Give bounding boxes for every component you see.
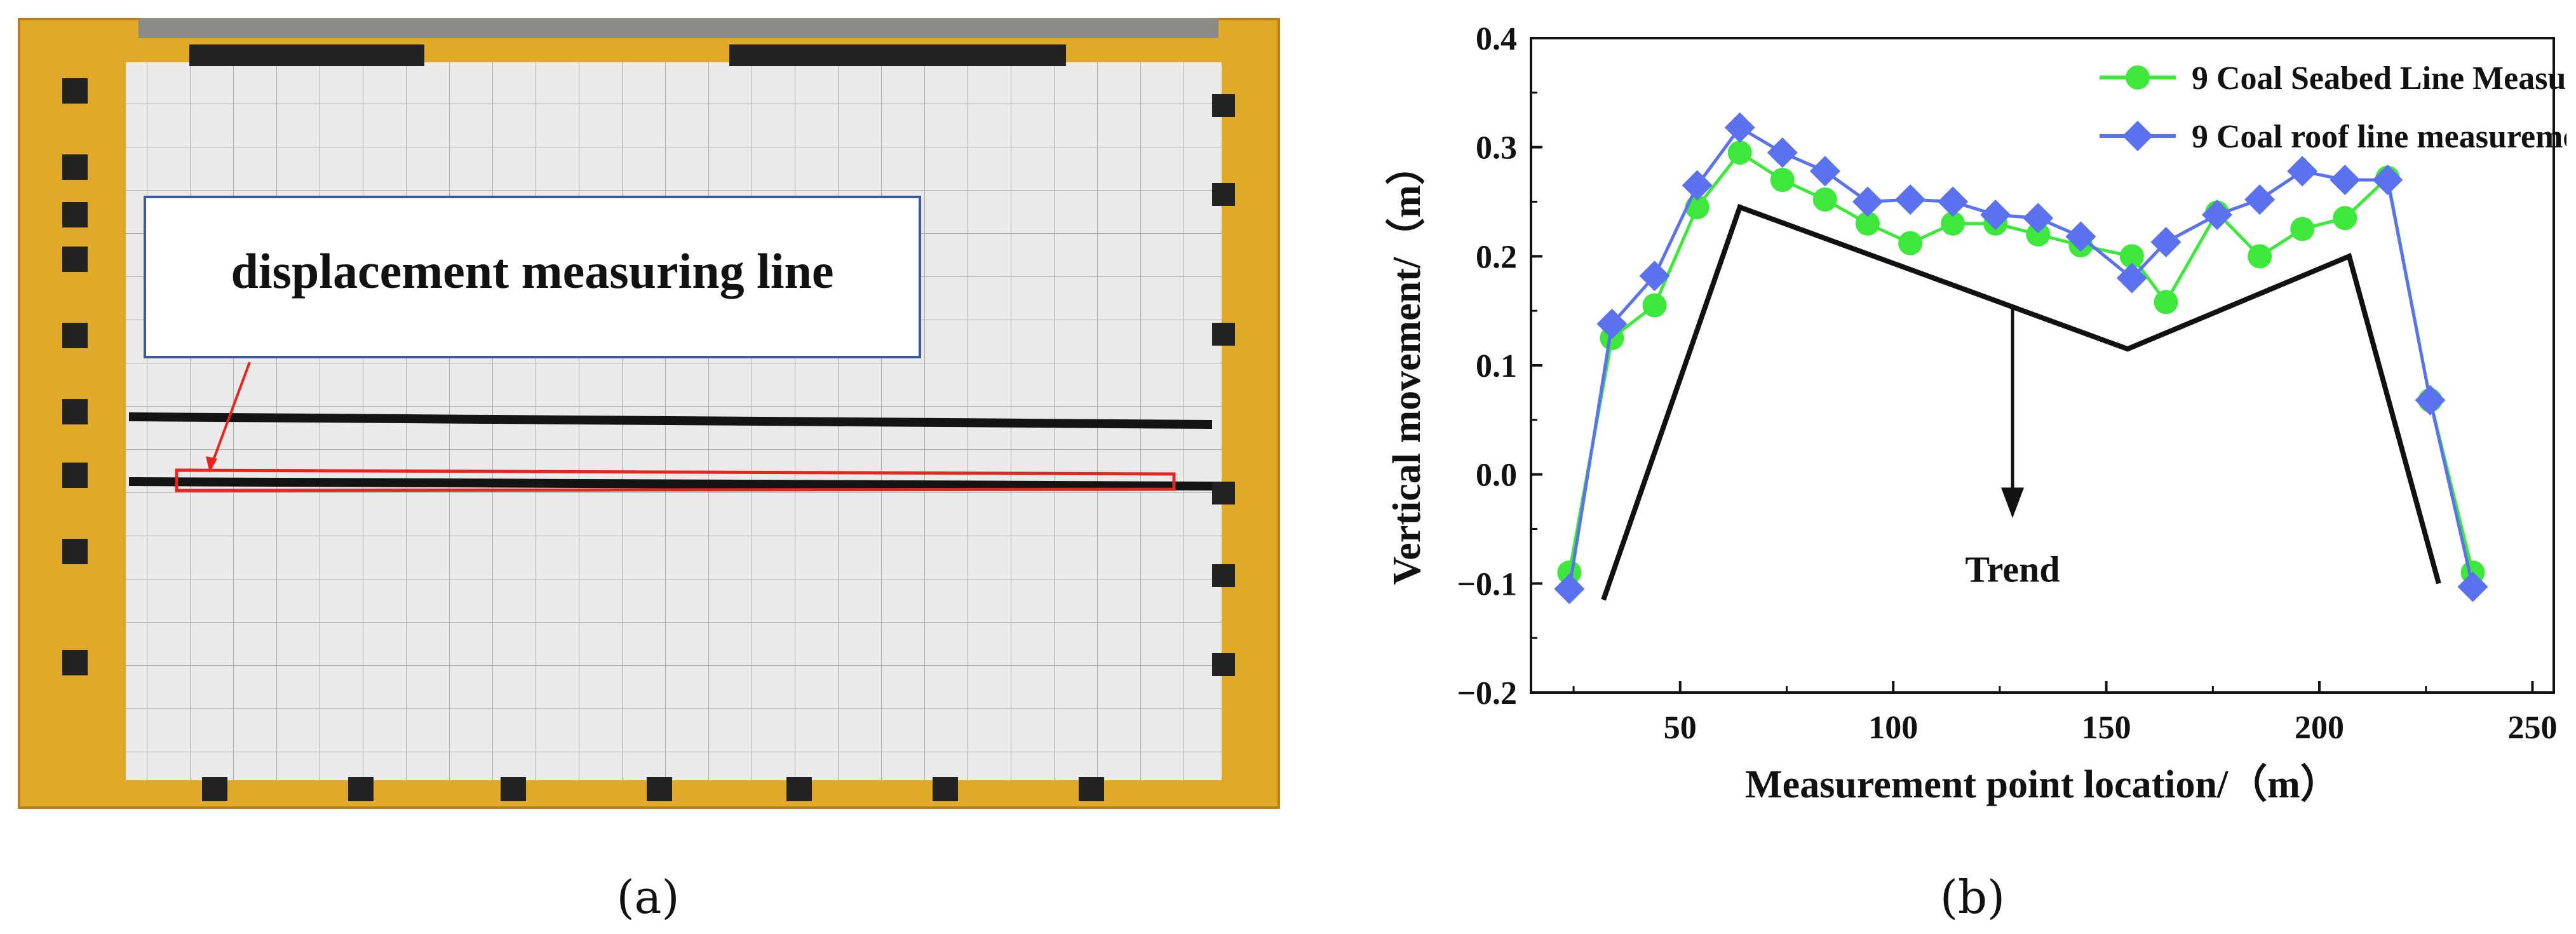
roof-data-point — [2116, 262, 2147, 294]
trend-line — [1601, 203, 2441, 601]
roof-data-point — [2150, 227, 2182, 258]
caption-a: (a) — [616, 870, 680, 924]
callout-text: displacement measuring line — [231, 243, 834, 299]
seabed-data-point — [1812, 187, 1837, 212]
marker-tags-bottom — [202, 777, 1104, 801]
seabed-data-point — [1941, 211, 1966, 236]
roof-data-point — [1724, 112, 1755, 143]
roof-legend-label: 9 Coal roof line measurement — [2192, 119, 2566, 155]
vertical-movement-chart: 50 100 150 200 250 −0.2 −0.1 0.0 0.1 0.2 0.3 0.4 Mea… — [1384, 21, 2566, 806]
seabed-data-point — [2026, 222, 2051, 247]
y-tick-label: −0.2 — [1457, 675, 1517, 712]
x-tick-label: 250 — [2507, 710, 2557, 746]
callout-pointer — [208, 362, 251, 471]
measuring-line-highlight — [175, 468, 1176, 492]
roof-data-point — [1895, 184, 1926, 215]
roof-data-point — [1682, 170, 1713, 201]
roof-data-point — [1938, 186, 1969, 217]
callout-pointer-head — [206, 456, 217, 473]
seabed-data-point — [2248, 244, 2272, 269]
marker-tags-top — [189, 44, 1066, 66]
roof-data-point — [2415, 384, 2446, 416]
upper-black-line — [128, 412, 1213, 429]
roof-data-point — [2457, 571, 2488, 602]
seabed-data-point — [1770, 168, 1795, 193]
y-tick-label: 0.4 — [1476, 21, 1517, 57]
seabed-data-point — [2119, 244, 2144, 269]
roof-data-point — [1852, 186, 1883, 217]
roof-data-point — [2330, 165, 2361, 196]
roof-data-point — [2065, 221, 2096, 252]
roof-series-line — [1567, 125, 2474, 590]
y-tick-label: 0.3 — [1476, 130, 1517, 166]
y-tick-label: 0.0 — [1476, 457, 1517, 494]
x-tick-label: 150 — [2082, 710, 2131, 746]
seabed-legend-marker — [2126, 65, 2150, 90]
seabed-data-point — [1642, 293, 1667, 318]
roof-legend-marker — [2122, 121, 2153, 151]
roof-data-point — [2287, 156, 2318, 187]
roof-data-point — [2202, 200, 2233, 231]
seabed-data-point — [1898, 231, 1923, 255]
roof-data-point — [2244, 184, 2276, 215]
callout-box — [144, 196, 921, 358]
x-tick-label: 50 — [1664, 710, 1697, 746]
roof-data-point — [1767, 137, 1798, 168]
trend-arrow-head — [2001, 487, 2025, 518]
seabed-data-point — [2154, 290, 2178, 315]
lower-black-line — [128, 477, 1213, 491]
caption-b: (b) — [1939, 870, 2006, 924]
marker-tags-right — [1212, 94, 1235, 676]
seabed-data-point — [1727, 140, 1752, 165]
model-photo: displacement measuring line — [18, 18, 1280, 809]
x-tick-label: 200 — [2295, 710, 2344, 746]
seabed-data-point — [1557, 560, 1582, 585]
y-tick-label: 0.2 — [1476, 239, 1517, 275]
roof-data-point — [2023, 203, 2054, 234]
roof-data-point — [1596, 308, 1628, 339]
roof-data-point — [2372, 165, 2403, 196]
seabed-data-point — [1855, 211, 1880, 236]
y-tick-label: −0.1 — [1457, 566, 1517, 602]
roof-data-point — [1980, 200, 2011, 231]
y-tick-label: 0.1 — [1476, 348, 1517, 384]
seabed-data-point — [2333, 206, 2357, 231]
x-tick-label: 100 — [1868, 710, 1918, 746]
seabed-legend-label: 9 Coal Seabed Line Measurement — [2192, 60, 2566, 97]
x-axis-label: Measurement point location/（m） — [1745, 762, 2340, 806]
y-axis-label: Vertical movement/（m） — [1384, 146, 1429, 585]
roof-data-point — [1554, 573, 1585, 604]
seabed-series-line — [1567, 150, 2474, 573]
marker-tags-left — [62, 78, 88, 675]
roof-data-point — [1809, 156, 1840, 187]
seabed-data-point — [2290, 217, 2315, 241]
trend-label: Trend — [1965, 548, 2060, 590]
roof-data-point — [1639, 261, 1670, 292]
